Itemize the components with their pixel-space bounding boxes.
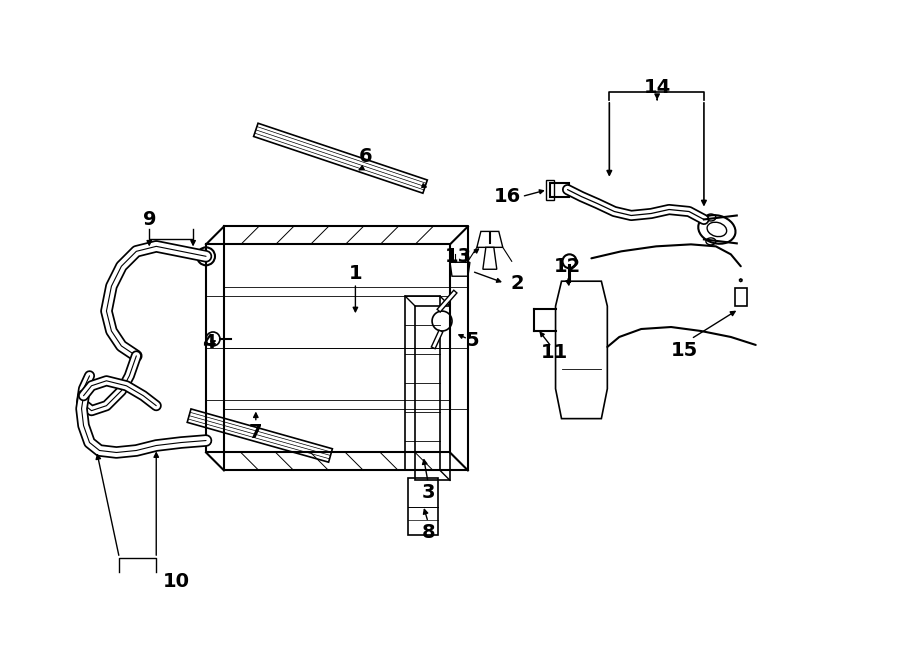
Circle shape <box>206 332 220 346</box>
Bar <box>734 288 747 306</box>
Text: 3: 3 <box>421 483 435 502</box>
Bar <box>405 296 440 471</box>
Text: 8: 8 <box>421 523 435 541</box>
Polygon shape <box>483 247 497 269</box>
Polygon shape <box>477 231 503 247</box>
Text: 15: 15 <box>670 342 698 360</box>
Text: 11: 11 <box>541 344 568 362</box>
Polygon shape <box>740 279 742 282</box>
Ellipse shape <box>707 222 726 237</box>
Bar <box>550 182 570 196</box>
Text: 2: 2 <box>511 274 525 293</box>
Polygon shape <box>254 123 428 193</box>
Text: 9: 9 <box>142 210 156 229</box>
Text: 7: 7 <box>249 423 263 442</box>
Circle shape <box>432 311 452 331</box>
Text: 10: 10 <box>163 572 190 592</box>
Text: 5: 5 <box>465 331 479 350</box>
Text: 12: 12 <box>554 256 581 276</box>
Polygon shape <box>450 262 470 276</box>
Text: 1: 1 <box>348 264 362 283</box>
Text: 13: 13 <box>445 247 472 266</box>
Polygon shape <box>187 409 332 462</box>
Bar <box>415 306 450 481</box>
Bar <box>409 479 438 535</box>
Text: 6: 6 <box>358 147 373 166</box>
Bar <box>545 180 554 200</box>
Text: 4: 4 <box>202 333 216 352</box>
Text: 14: 14 <box>644 77 670 97</box>
Text: 16: 16 <box>494 187 521 206</box>
